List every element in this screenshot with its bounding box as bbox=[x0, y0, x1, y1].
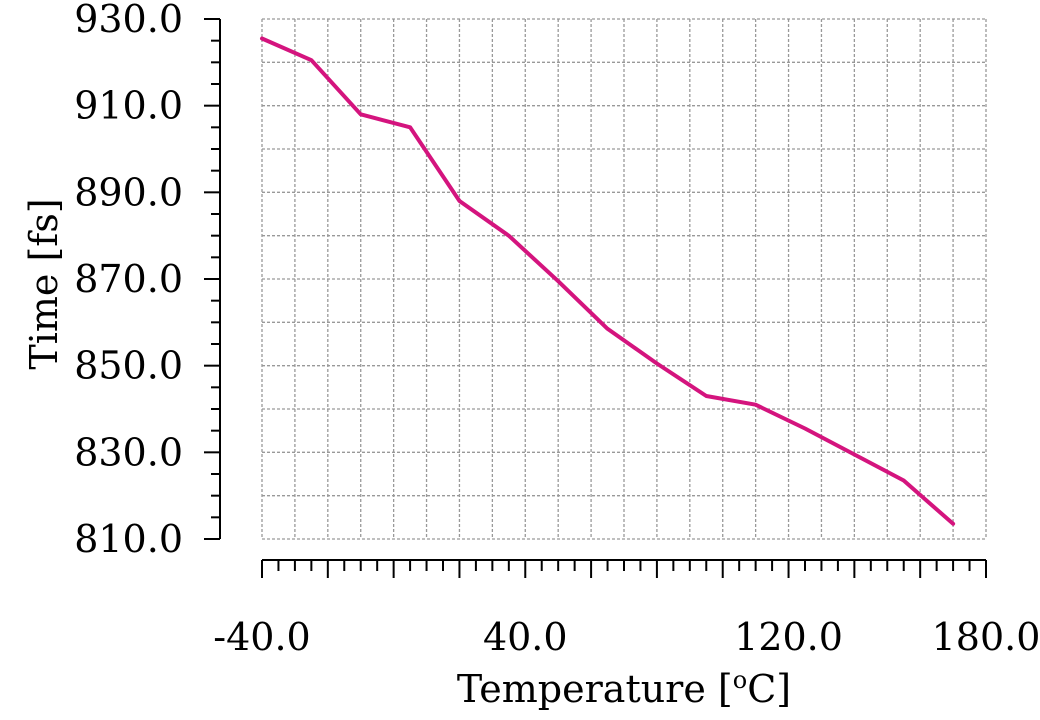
series-group bbox=[260, 36, 956, 526]
data-point bbox=[260, 37, 264, 40]
x-axis-title-main: Temperature [ bbox=[457, 667, 733, 711]
y-axis: 810.0 830.0 850.0 870.0 890.0 910.0 930.0 bbox=[74, 0, 221, 561]
data-point bbox=[803, 427, 807, 430]
data-point bbox=[408, 125, 412, 129]
data-point bbox=[507, 234, 511, 238]
data-point bbox=[606, 327, 610, 331]
x-tick-label: 40.0 bbox=[483, 615, 568, 659]
x-axis-title-superscript: o bbox=[733, 666, 747, 694]
y-tick-label: 810.0 bbox=[74, 517, 183, 561]
x-axis-title-end: C] bbox=[747, 667, 791, 711]
x-axis-title: Temperature [oC] bbox=[457, 666, 791, 711]
data-point bbox=[309, 58, 313, 62]
data-point bbox=[359, 112, 363, 116]
data-point bbox=[704, 394, 708, 398]
grid bbox=[261, 18, 987, 540]
data-point bbox=[902, 479, 906, 482]
y-tick-label: 850.0 bbox=[74, 344, 183, 388]
y-tick-label: 830.0 bbox=[74, 430, 183, 474]
y-axis-title: Time [fs] bbox=[22, 198, 66, 369]
data-point bbox=[556, 279, 560, 283]
y-tick-label: 910.0 bbox=[74, 84, 183, 128]
data-point bbox=[457, 199, 461, 203]
series-line bbox=[260, 36, 956, 526]
x-tick-label: 120.0 bbox=[734, 615, 843, 659]
y-tick-label: 930.0 bbox=[74, 0, 183, 41]
x-tick-label: 180.0 bbox=[932, 615, 1040, 659]
data-point bbox=[754, 403, 758, 407]
data-point bbox=[655, 362, 659, 365]
y-tick-label: 890.0 bbox=[74, 170, 183, 214]
x-tick-label: -40.0 bbox=[213, 615, 310, 659]
data-point bbox=[951, 522, 955, 526]
x-axis: -40.0 40.0 120.0 180.0 bbox=[213, 559, 1040, 659]
data-point bbox=[852, 453, 856, 456]
y-tick-label: 870.0 bbox=[74, 257, 183, 301]
